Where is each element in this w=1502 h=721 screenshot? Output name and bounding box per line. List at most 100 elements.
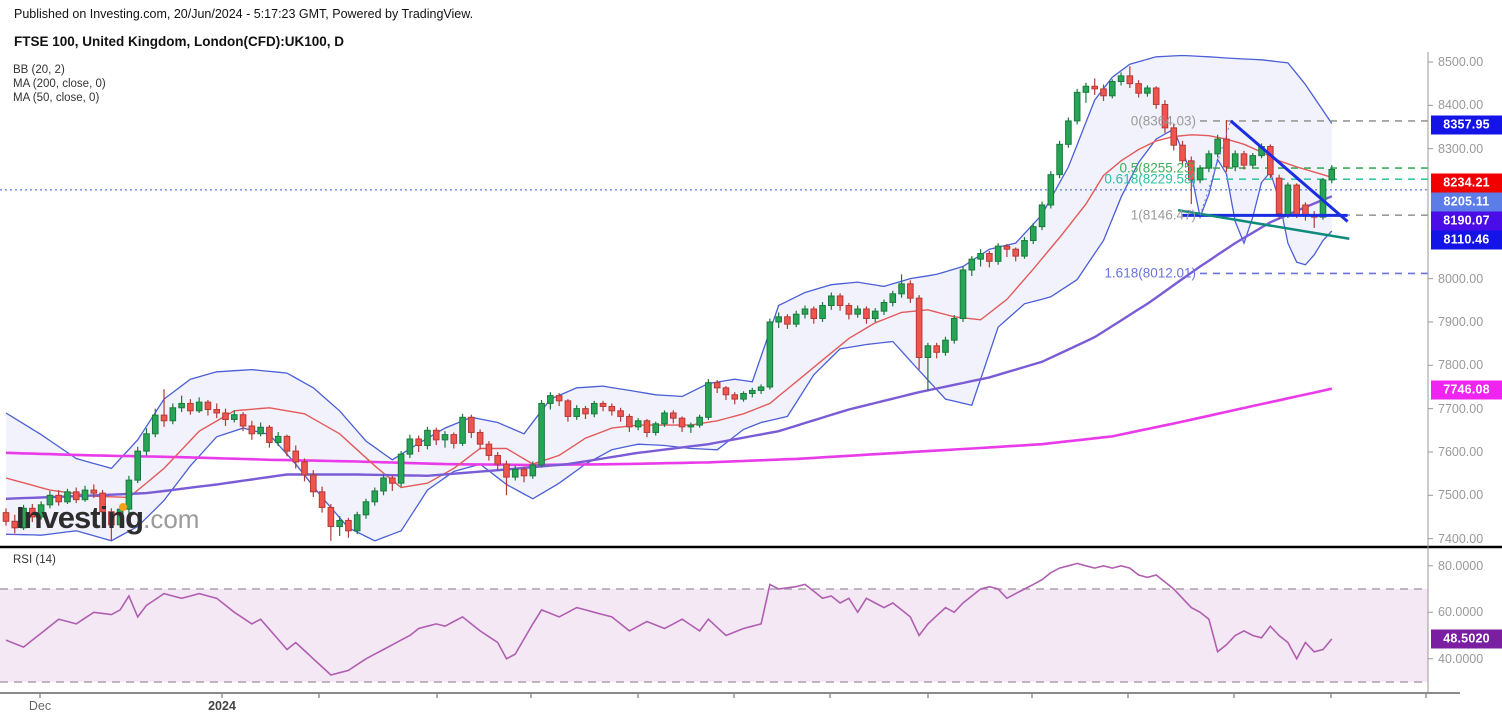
candle-body: [318, 491, 326, 508]
candle-body: [64, 491, 71, 503]
legend-ma50[interactable]: MA (50, close, 0): [13, 92, 100, 104]
candle-body: [257, 426, 264, 435]
candle-body: [353, 514, 361, 532]
candle-body: [432, 429, 440, 441]
candle-body: [617, 410, 624, 417]
candle-body: [1293, 184, 1300, 216]
descending-trendline: [1229, 119, 1349, 223]
candle-body: [494, 454, 501, 465]
price-axis-label: 7800.00: [1438, 358, 1484, 373]
candle-body: [766, 321, 774, 388]
price-badge-bb-lower: 8110.46: [1431, 230, 1502, 250]
candle-body: [371, 490, 379, 503]
candle-body: [292, 450, 300, 463]
candle-body: [459, 416, 466, 444]
candle-body: [187, 402, 194, 412]
candle-body: [942, 339, 949, 353]
candle-body: [336, 519, 343, 527]
candle-body: [1029, 226, 1037, 242]
candle-body: [1073, 91, 1081, 122]
candle-body: [713, 382, 721, 389]
rsi-line: [5, 562, 1333, 676]
candle-body: [160, 414, 168, 422]
candle-body: [634, 420, 642, 428]
fib-label-3[interactable]: 1(8146.47): [1130, 207, 1196, 223]
candle-body: [1135, 83, 1142, 94]
candle-body: [248, 425, 256, 435]
candle-body: [345, 519, 352, 532]
main-price-pane[interactable]: [0, 54, 1428, 542]
bollinger-fill: [6, 55, 1332, 541]
candle-body: [503, 463, 510, 478]
fib-label-2[interactable]: 0.618(8229.58): [1104, 171, 1196, 187]
price-badge-bb-basis: 8234.21: [1431, 173, 1502, 193]
candle-body: [1065, 120, 1072, 145]
candle-body: [590, 402, 598, 415]
candle-body: [1223, 138, 1230, 168]
candle-body: [959, 269, 967, 320]
candle-body: [994, 245, 1002, 262]
rsi-pane-label[interactable]: RSI (14): [13, 554, 56, 566]
candle-body: [29, 507, 36, 518]
candle-body: [845, 305, 853, 315]
candle-body: [283, 435, 291, 452]
candle-body: [1328, 168, 1336, 181]
candle-body: [915, 297, 923, 359]
candle-body: [266, 426, 273, 443]
candle-body: [1188, 160, 1195, 181]
candle-body: [907, 283, 914, 299]
candle-body: [204, 401, 212, 411]
price-badge-rsi: 48.5020: [1431, 629, 1502, 649]
candle-body: [327, 506, 335, 527]
candle-body: [1284, 184, 1292, 216]
candle-body: [415, 438, 422, 446]
price-axis-label: 8000.00: [1438, 271, 1484, 286]
candle-body: [511, 468, 519, 478]
candle-body: [72, 491, 80, 501]
candle-body: [1302, 204, 1309, 216]
candle-body: [520, 468, 528, 477]
time-axis-label-dec: Dec: [28, 699, 52, 713]
candle-body: [1038, 204, 1046, 228]
price-axis-label: 8500.00: [1438, 55, 1484, 69]
candle-body: [11, 520, 19, 529]
candle-body: [20, 507, 27, 529]
candle-body: [924, 345, 932, 359]
candle-body: [705, 382, 712, 418]
ma200-line: [5, 387, 1333, 467]
candle-body: [1275, 177, 1283, 215]
candle-body: [441, 434, 449, 441]
candle-body: [46, 494, 54, 506]
candle-body: [1267, 145, 1274, 176]
fib-label-1[interactable]: 0.5(8255.25): [1119, 160, 1196, 176]
candle-body: [1117, 75, 1125, 82]
candle-body: [468, 416, 475, 433]
candle-body: [143, 433, 150, 452]
candle-body: [99, 492, 106, 513]
candle-body: [380, 477, 387, 492]
candle-body: [1108, 80, 1116, 97]
candle-body: [933, 345, 940, 353]
fib-anchor-connector: [1199, 120, 1232, 216]
candle-body: [213, 409, 221, 414]
candle-body: [863, 308, 870, 320]
fib-label-0[interactable]: 0(8364.03): [1130, 113, 1196, 129]
price-axis-label: 7600.00: [1438, 444, 1484, 459]
candle-body: [678, 417, 686, 428]
legend-ma200[interactable]: MA (200, close, 0): [13, 78, 106, 90]
fib-label-4[interactable]: 1.618(8012.01): [1104, 265, 1196, 281]
candle-body: [871, 310, 879, 320]
price-badge-bb-upper: 8357.95: [1431, 115, 1502, 135]
candle-body: [880, 301, 888, 312]
rsi-axis-label: 40.0000: [1438, 651, 1484, 666]
candle-body: [389, 477, 396, 484]
candle-body: [222, 412, 229, 420]
candle-body: [108, 511, 115, 526]
candle-body: [582, 408, 589, 415]
candle-body: [1003, 245, 1011, 250]
teal-trendline: [1177, 208, 1350, 241]
rsi-pane[interactable]: [0, 562, 1428, 683]
candle-body: [977, 253, 984, 260]
legend-bb[interactable]: BB (20, 2): [13, 64, 65, 76]
